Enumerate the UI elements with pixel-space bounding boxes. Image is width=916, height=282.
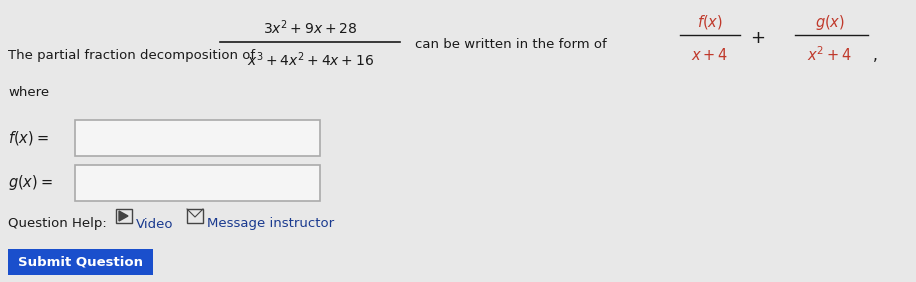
- Polygon shape: [119, 211, 128, 221]
- FancyBboxPatch shape: [8, 249, 153, 275]
- FancyBboxPatch shape: [75, 165, 320, 201]
- FancyBboxPatch shape: [187, 209, 203, 223]
- Text: $f(x)$: $f(x)$: [697, 13, 723, 31]
- FancyBboxPatch shape: [116, 209, 132, 223]
- Text: $x^2+4$: $x^2+4$: [808, 46, 853, 64]
- Text: Video: Video: [136, 217, 173, 230]
- Text: ,: ,: [873, 47, 878, 63]
- Text: $g(x)$: $g(x)$: [815, 12, 845, 32]
- Text: $g(x) =$: $g(x) =$: [8, 173, 53, 193]
- Text: $f(x) =$: $f(x) =$: [8, 129, 49, 147]
- Text: Submit Question: Submit Question: [17, 255, 143, 268]
- FancyBboxPatch shape: [75, 120, 320, 156]
- Text: can be written in the form of: can be written in the form of: [415, 39, 606, 52]
- Text: Question Help:: Question Help:: [8, 217, 107, 230]
- Text: $x^3+4x^2+4x+16$: $x^3+4x^2+4x+16$: [246, 51, 374, 69]
- Text: $3x^2+9x+28$: $3x^2+9x+28$: [263, 19, 357, 37]
- Text: Message instructor: Message instructor: [207, 217, 334, 230]
- Text: where: where: [8, 85, 49, 98]
- Text: The partial fraction decomposition of: The partial fraction decomposition of: [8, 49, 256, 61]
- Text: $x+4$: $x+4$: [692, 47, 729, 63]
- Text: +: +: [750, 29, 766, 47]
